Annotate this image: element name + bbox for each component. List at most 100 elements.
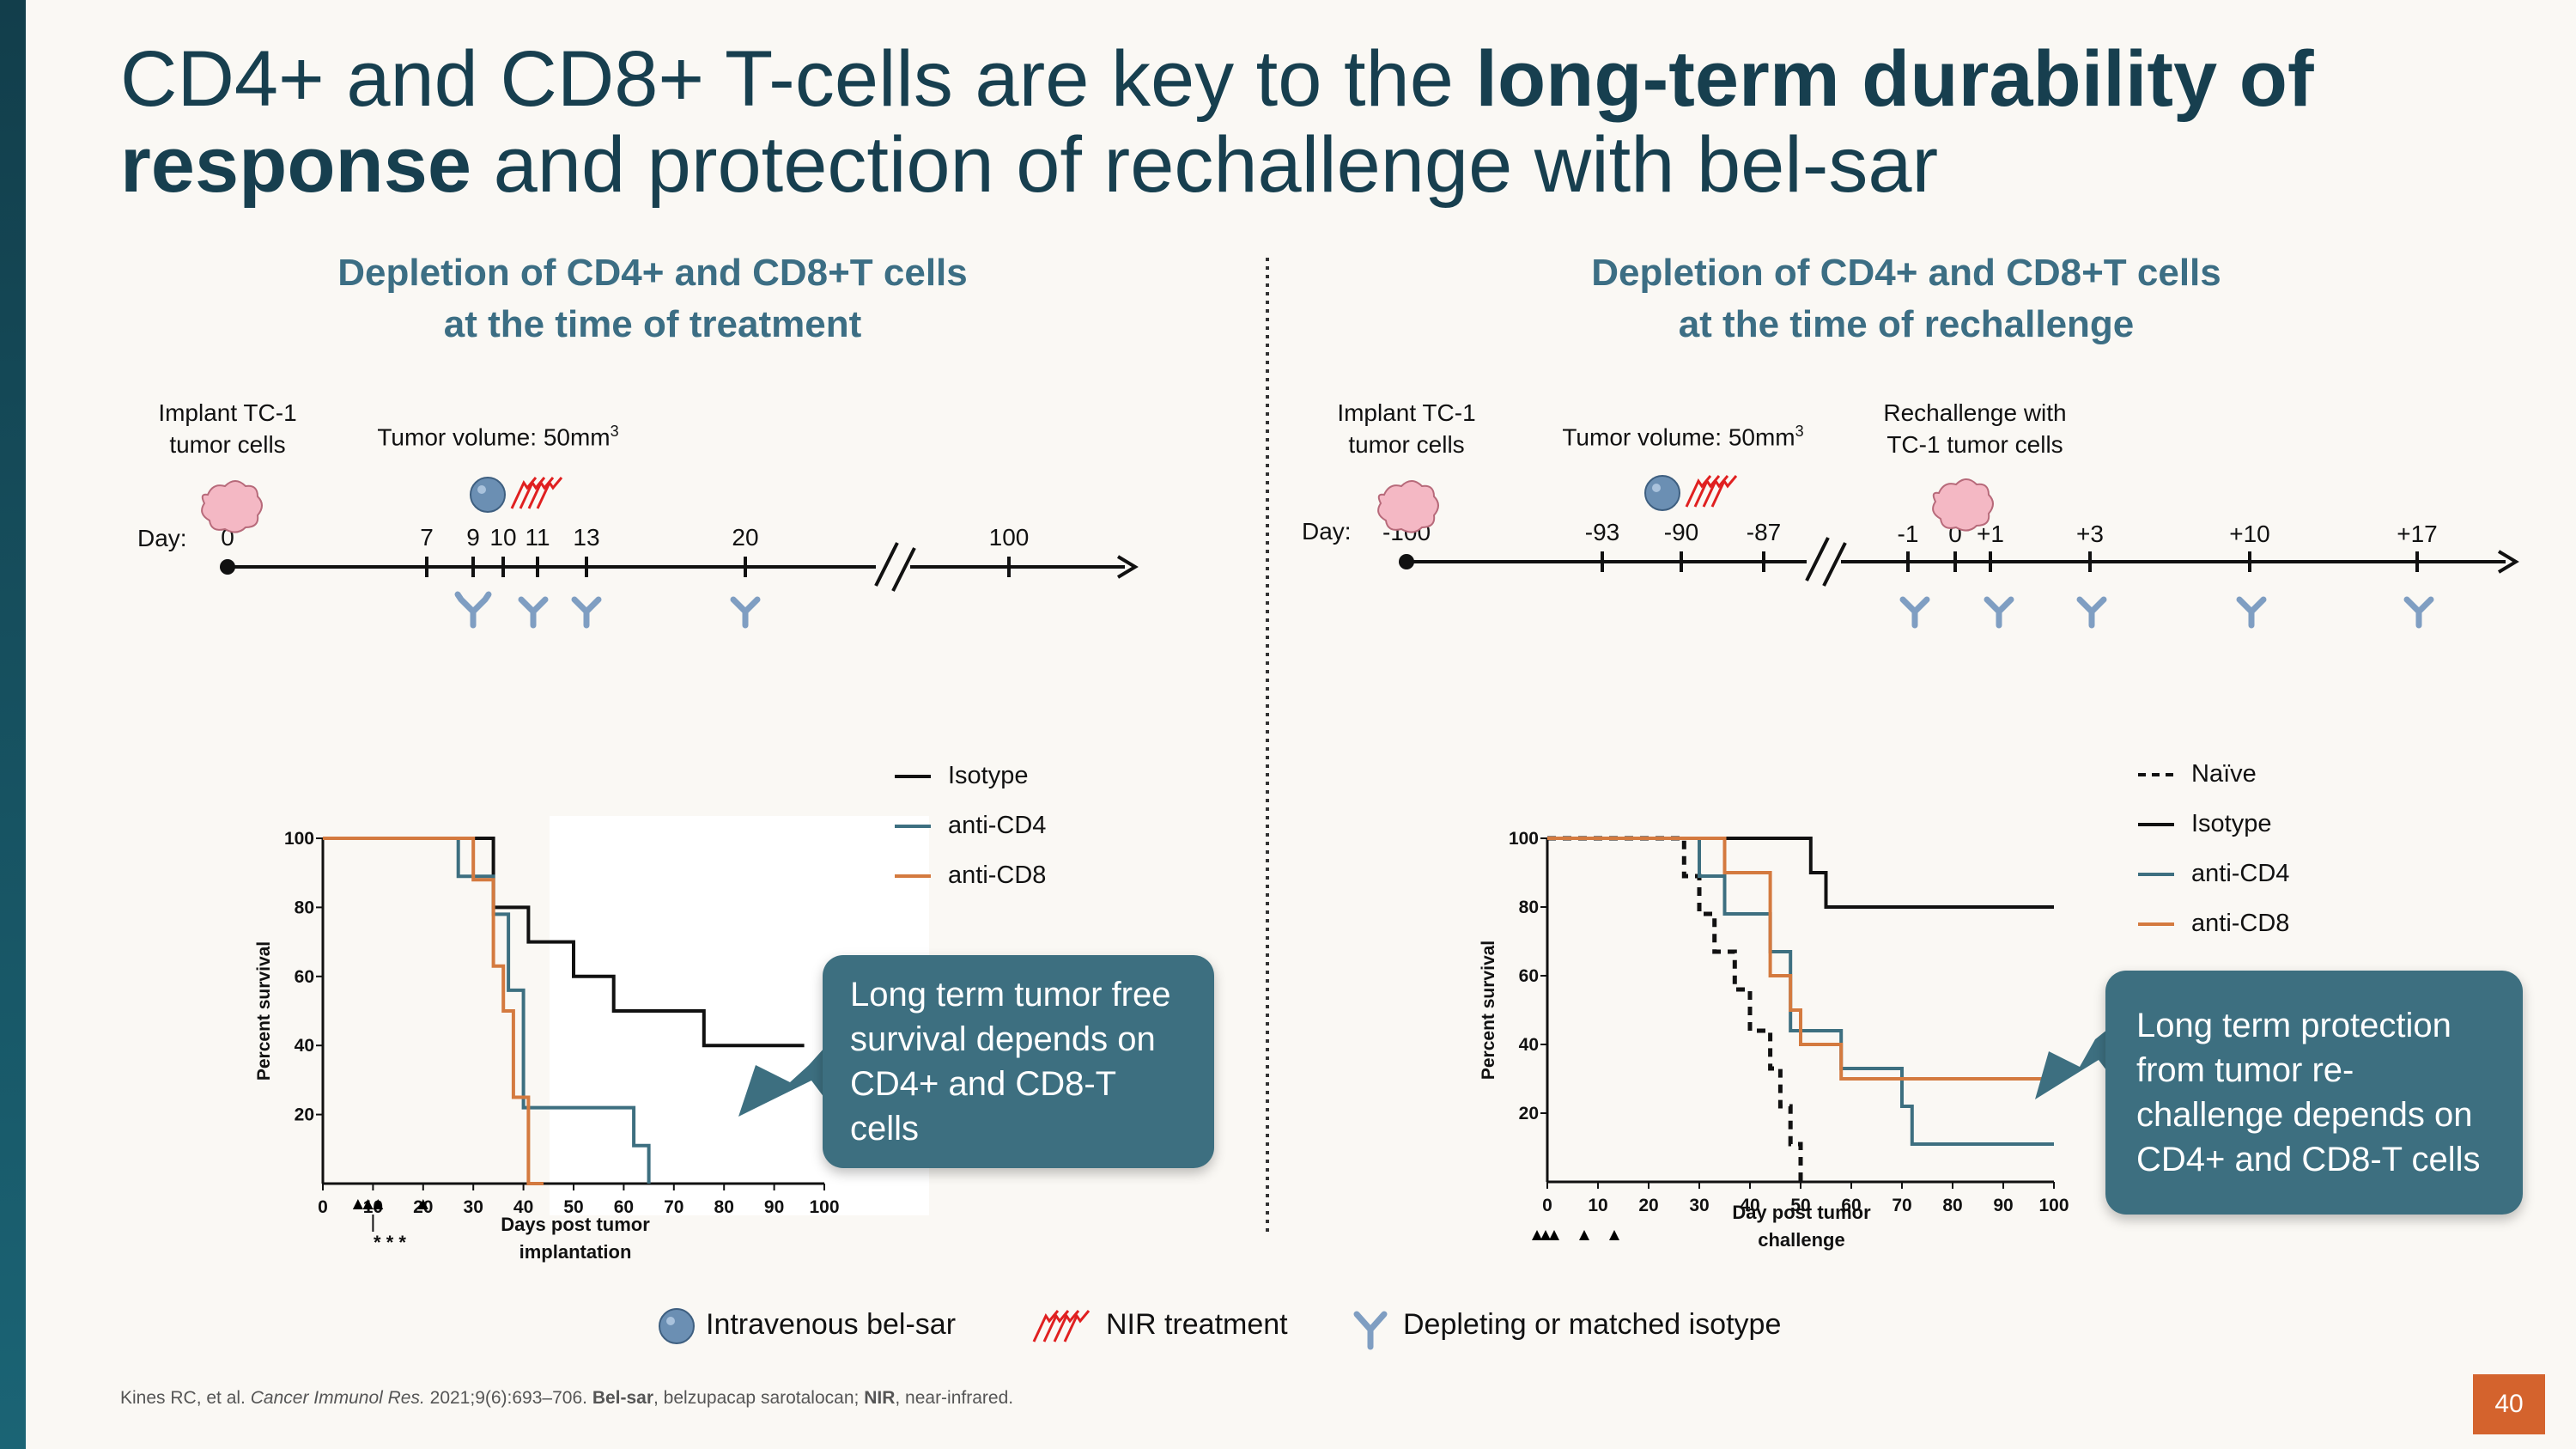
left-y-tick-label: 60 (295, 967, 314, 987)
left-tumor-cell-icon (201, 480, 263, 533)
right-x-tick-label: 90 (1993, 1196, 2013, 1215)
left-asterisks: * * * (374, 1232, 406, 1253)
left-accent-bar (0, 0, 26, 1449)
left-day-10: 10 (489, 524, 517, 551)
left-treatment-marker (362, 1199, 374, 1209)
right-y-tick-label: 80 (1519, 898, 1539, 917)
bottom-legend-nir: NIR treatment (1106, 1308, 1288, 1341)
left-legend-cd4: anti-CD4 (948, 812, 1047, 839)
bottom-belsar-icon (659, 1308, 695, 1344)
right-rechallenge-tumor-icon (1932, 478, 1994, 532)
page-number: 40 (2473, 1374, 2545, 1434)
left-treatment-marker (417, 1199, 428, 1209)
right-series-naive (1547, 836, 1803, 1182)
right-treatment-marker (1609, 1230, 1619, 1240)
left-implant-line2: tumor cells (169, 431, 286, 458)
left-treatment-marker (373, 1199, 384, 1209)
footer-authors: Kines RC, et al. (120, 1388, 251, 1408)
right-x-tick-label: 100 (2038, 1196, 2069, 1215)
left-subtitle-line2: at the time of treatment (443, 303, 862, 345)
right-legend-isotype: Isotype (2191, 810, 2272, 837)
right-antibody-icons (1899, 596, 2434, 629)
left-x-tick-label: 40 (513, 1197, 533, 1217)
left-y-tick-label: 40 (295, 1036, 314, 1056)
left-x-tick-label: 90 (764, 1197, 784, 1217)
right-x-tick-label: 50 (1790, 1196, 1810, 1215)
right-timeline-start-dot (1399, 554, 1414, 569)
right-y-tick-label: 20 (1519, 1104, 1539, 1123)
slide-title-line2: response and protection of rechallenge w… (120, 124, 2490, 206)
right-legend-cd8: anti-CD8 (2191, 910, 2290, 937)
panel-divider (1266, 258, 1269, 1237)
left-implant-label: Implant TC-1 tumor cells (133, 397, 322, 460)
right-survival-chart: 0 10 20 30 40 50 60 70 80 90 100 20 40 60 80 100 Percent… (1479, 829, 2069, 1240)
right-x-tick-label: 30 (1689, 1196, 1709, 1215)
right-nir-icon (1685, 475, 1738, 508)
right-legend-swatches (2138, 773, 2174, 926)
right-x-tick-label: 10 (1588, 1196, 1607, 1215)
left-x-tick-label: 60 (614, 1197, 634, 1217)
footer-nir-abbr: NIR (864, 1388, 896, 1408)
right-implant-line1: Implant TC-1 (1337, 399, 1476, 426)
left-y-axis-label: Percent survival (254, 941, 274, 1081)
bottom-legend-antibody: Depleting or matched isotype (1403, 1308, 1782, 1341)
right-treatment-marker (1540, 1230, 1551, 1240)
footer-citation-details: 2021;9(6):693–706. (424, 1388, 592, 1408)
left-tumor-volume-sup: 3 (610, 423, 619, 440)
left-subtitle-line1: Depletion of CD4+ and CD8+T cells (337, 252, 968, 294)
left-y-tick-label: 100 (284, 829, 314, 849)
left-xlabel-line1: Days post tumor (501, 1214, 650, 1235)
title-bold-part2: response (120, 121, 472, 209)
left-tumor-volume-text: Tumor volume: 50mm (377, 423, 611, 451)
footer-journal: Cancer Immunol Res. (250, 1388, 425, 1408)
left-y-tick-label: 20 (295, 1105, 314, 1125)
right-series-cd4 (1547, 837, 2054, 1146)
left-day-100: 100 (988, 524, 1030, 551)
right-treatment-marker (1532, 1230, 1542, 1240)
left-day-7: 7 (420, 524, 434, 551)
title-bold-part1: long-term durability of (1475, 35, 2314, 123)
right-day-plus17: +17 (2397, 521, 2438, 547)
left-xlabel: Days post tumor implantation (455, 1211, 696, 1266)
right-rechallenge-line2: TC-1 tumor cells (1886, 431, 2063, 458)
title-text-part1: CD4+ and CD8+ T-cells are key to the (120, 35, 1476, 123)
left-day-label: Day: (137, 525, 187, 551)
left-day-9: 9 (466, 524, 480, 551)
left-tumor-volume-label: Tumor volume: 50mm3 (361, 416, 635, 453)
right-legend-cd4: anti-CD4 (2191, 860, 2290, 887)
right-tumor-volume-label: Tumor volume: 50mm3 (1546, 416, 1820, 453)
left-xlabel-line2: implantation (519, 1241, 632, 1263)
left-series-cd8 (323, 837, 544, 1185)
right-belsar-icon (1644, 475, 1680, 511)
right-series-isotype (1547, 837, 2054, 909)
right-day-label: Day: (1302, 518, 1352, 545)
right-day-plus10: +10 (2229, 521, 2270, 547)
right-implant-label: Implant TC-1 tumor cells (1312, 397, 1501, 460)
right-day-plus3: +3 (2076, 521, 2104, 547)
footer-citation: Kines RC, et al. Cancer Immunol Res. 202… (120, 1388, 1013, 1409)
left-series-cd4 (323, 837, 651, 1184)
right-timeline (1377, 475, 2519, 629)
right-y-tick-label: 40 (1519, 1035, 1539, 1055)
right-day-minus1: -1 (1897, 521, 1919, 547)
right-tumor-cell-icon (1377, 480, 1439, 533)
right-x-tick-label: 0 (1542, 1196, 1552, 1215)
left-day-11: 11 (525, 524, 550, 551)
left-x-tick-label: 100 (809, 1197, 839, 1217)
right-subtitle-line1: Depletion of CD4+ and CD8+T cells (1591, 252, 2221, 294)
left-belsar-icon (470, 477, 506, 513)
bottom-legend-iv: Intravenous bel-sar (706, 1308, 957, 1341)
right-subtitle: Depletion of CD4+ and CD8+T cells at the… (1477, 247, 2336, 350)
left-x-tick-label: 80 (714, 1197, 734, 1217)
right-day-minus90: -90 (1663, 519, 1699, 545)
right-y-tick-label: 60 (1519, 966, 1539, 986)
right-x-tick-label: 80 (1942, 1196, 1962, 1215)
footer-belsar-def: , belzupacap sarotalocan; (653, 1388, 865, 1408)
left-legend-swatches (895, 775, 931, 878)
right-treatment-marker (1579, 1230, 1589, 1240)
left-y-tick-label: 80 (295, 898, 314, 917)
right-implant-line2: tumor cells (1348, 431, 1465, 458)
footer-nir-def: , near-infrared. (895, 1388, 1014, 1408)
right-xlabel-line1: Day post tumor (1732, 1202, 1871, 1223)
